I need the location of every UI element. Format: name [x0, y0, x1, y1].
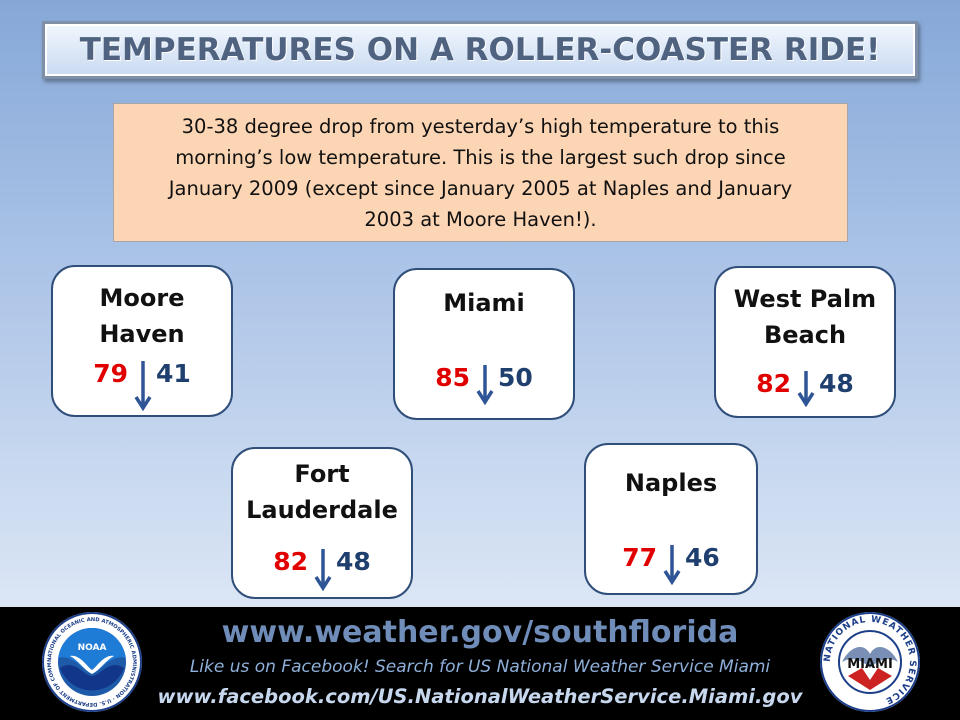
- city-name: Naples: [624, 469, 718, 497]
- low-temp: 46: [685, 543, 720, 572]
- city-name: Fort Lauderdale: [246, 460, 398, 524]
- city-card-moore-haven: Moore Haven 79 41: [51, 265, 233, 417]
- city-card-fort-lauderdale: Fort Lauderdale 82 48: [231, 447, 413, 599]
- facebook-link[interactable]: www.facebook.com/US.NationalWeatherServi…: [157, 685, 803, 708]
- info-line: 30-38 degree drop from yesterday’s high …: [181, 114, 780, 138]
- temperature-row: 77 46: [586, 543, 756, 585]
- facebook-prompt: Like us on Facebook! Search for US Natio…: [189, 657, 771, 677]
- temperature-row: 79 41: [53, 359, 231, 411]
- temperature-row: 82 48: [716, 369, 894, 407]
- info-box: 30-38 degree drop from yesterday’s high …: [113, 103, 848, 242]
- down-arrow-icon: [314, 549, 332, 591]
- website-link[interactable]: www.weather.gov/southflorida: [221, 615, 739, 650]
- high-temp: 77: [622, 543, 657, 572]
- info-text: 30-38 degree drop from yesterday’s high …: [169, 111, 792, 235]
- low-temp: 48: [336, 547, 371, 576]
- info-line: 2003 at Moore Haven!).: [364, 207, 597, 231]
- low-temp: 48: [819, 369, 854, 398]
- city-card-west-palm-beach: West Palm Beach 82 48: [714, 266, 896, 418]
- city-name: Moore Haven: [99, 284, 185, 348]
- high-temp: 79: [93, 359, 128, 388]
- nws-logo-icon: MIAMI NATIONAL WEATHER SERVICE: [820, 612, 920, 712]
- title-banner: TEMPERATURES ON A ROLLER-COASTER RIDE!: [42, 21, 918, 79]
- city-name: West Palm Beach: [733, 285, 877, 349]
- down-arrow-icon: [797, 371, 815, 407]
- footer-bar: www.weather.gov/southflorida Like us on …: [0, 607, 960, 720]
- down-arrow-icon: [663, 545, 681, 585]
- info-line: January 2009 (except since January 2005 …: [168, 176, 793, 200]
- low-temp: 50: [498, 363, 533, 392]
- low-temp: 41: [156, 359, 191, 388]
- city-card-miami: Miami 85 50: [393, 268, 575, 420]
- noaa-logo-icon: NOAA NATIONAL OCEANIC AND ATMOSPHERIC AD…: [40, 610, 142, 712]
- info-line: morning’s low temperature. This is the l…: [175, 145, 786, 169]
- city-name: Miami: [443, 289, 525, 317]
- noaa-center-text: NOAA: [78, 643, 107, 653]
- page-title: TEMPERATURES ON A ROLLER-COASTER RIDE!: [79, 32, 881, 68]
- high-temp: 82: [273, 547, 308, 576]
- high-temp: 85: [435, 363, 470, 392]
- nws-center-text: MIAMI: [847, 657, 893, 672]
- city-card-naples: Naples 77 46: [584, 443, 758, 595]
- temperature-row: 82 48: [233, 547, 411, 591]
- temperature-row: 85 50: [395, 363, 573, 405]
- down-arrow-icon: [134, 361, 152, 411]
- high-temp: 82: [756, 369, 791, 398]
- down-arrow-icon: [476, 365, 494, 405]
